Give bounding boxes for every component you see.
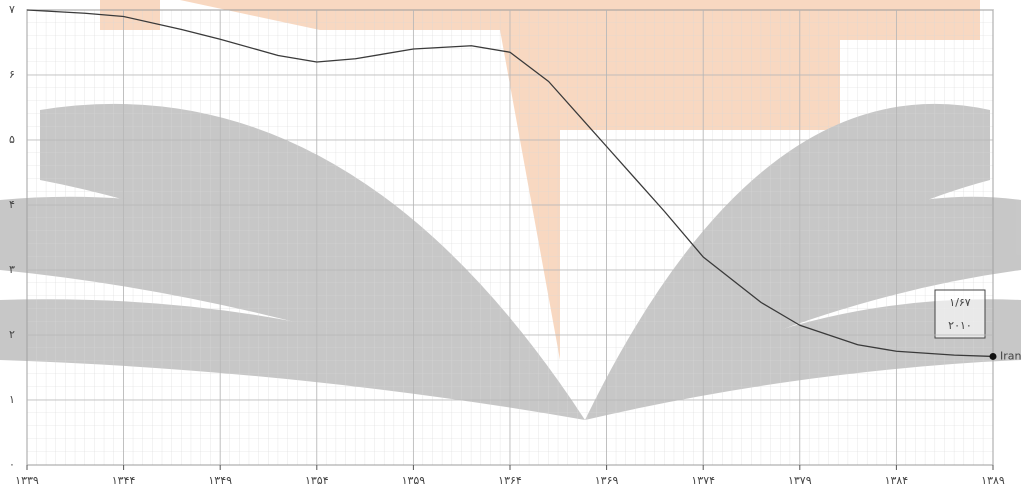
x-tick-label: ۱۳۸۹ xyxy=(981,474,1005,487)
end-point xyxy=(989,352,997,360)
x-tick-label: ۱۳۴۴ xyxy=(112,474,136,487)
x-tick-label: ۱۳۵۴ xyxy=(305,474,329,487)
y-tick-label: ۱ xyxy=(9,393,15,406)
series-line xyxy=(26,9,994,358)
y-tick-label: ۴ xyxy=(9,198,15,211)
y-tick-label: ۳ xyxy=(9,263,15,276)
y-tick-label: ۵ xyxy=(9,133,15,146)
annotation-box xyxy=(934,289,986,339)
x-tick-label: ۱۳۸۴ xyxy=(885,474,909,487)
series-label: Iran xyxy=(1000,349,1021,362)
y-tick-label: ۶ xyxy=(9,68,15,81)
y-tick-label: ۲ xyxy=(9,328,15,341)
annotation-year: ۲۰۱۰ xyxy=(948,319,972,332)
y-tick-label: ۰ xyxy=(9,458,15,471)
x-tick-label: ۱۳۵۹ xyxy=(402,474,426,487)
y-tick-label: ۷ xyxy=(9,3,15,16)
x-tick-label: ۱۳۷۴ xyxy=(691,474,715,487)
x-tick-label: ۱۳۶۹ xyxy=(595,474,619,487)
x-tick-label: ۱۳۳۹ xyxy=(15,474,39,487)
x-tick-label: ۱۳۷۹ xyxy=(788,474,812,487)
x-tick-label: ۱۳۶۴ xyxy=(498,474,522,487)
x-tick-label: ۱۳۴۹ xyxy=(208,474,232,487)
annotation-value: ۱/۶۷ xyxy=(949,296,971,309)
